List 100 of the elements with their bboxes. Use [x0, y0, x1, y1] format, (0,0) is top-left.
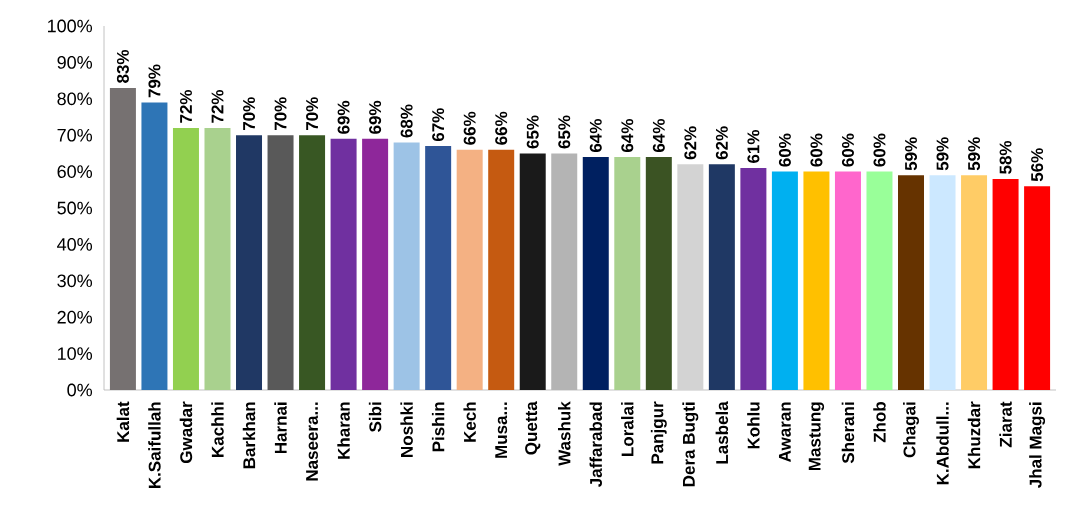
- y-tick-label: 90%: [57, 56, 93, 69]
- y-tick-label: 0%: [67, 383, 93, 397]
- data-label: 70%: [243, 97, 256, 131]
- bar: [803, 171, 830, 390]
- x-tick-label: Sherani: [841, 402, 855, 464]
- data-label: 60%: [778, 133, 791, 167]
- x-tick-label: Panjgur: [650, 401, 667, 464]
- data-label: 56%: [1031, 148, 1044, 182]
- data-label: 60%: [841, 133, 854, 167]
- bar: [299, 135, 326, 390]
- data-label: 61%: [747, 129, 760, 163]
- bar: [488, 149, 515, 390]
- bar: [929, 175, 956, 390]
- y-tick-label: 80%: [57, 92, 93, 106]
- x-tick-label: K.Abdull...: [936, 402, 949, 485]
- data-label: 83%: [116, 49, 129, 83]
- x-tick-label: Chagai: [903, 402, 919, 458]
- data-label: 59%: [905, 137, 918, 171]
- data-label: 68%: [400, 104, 413, 138]
- bar: [834, 171, 861, 390]
- bar: [614, 157, 641, 390]
- data-label: 67%: [432, 108, 445, 142]
- y-tick-label: 50%: [57, 201, 93, 215]
- data-label: 69%: [369, 100, 382, 134]
- bar: [109, 87, 136, 390]
- x-tick-label: Awaran: [778, 402, 791, 463]
- bar: [771, 171, 798, 390]
- x-tick-label: Washuk: [558, 401, 571, 466]
- x-tick-label: Harnai: [274, 402, 287, 454]
- y-tick-label: 40%: [57, 238, 93, 251]
- bar: [961, 175, 988, 390]
- x-tick-label: Ziarat: [999, 401, 1012, 448]
- bar: [1024, 186, 1051, 390]
- x-tick-label: Kohlu: [747, 402, 760, 449]
- bar: [582, 157, 609, 390]
- x-tick-label: Kech: [463, 402, 476, 442]
- y-tick-label: 100%: [48, 19, 93, 33]
- bar: [362, 138, 389, 390]
- data-label: 66%: [495, 111, 508, 145]
- x-tick-label: Kharan: [337, 402, 350, 459]
- x-tick-label: Jhal Magsi: [1029, 402, 1046, 488]
- data-label: 59%: [968, 137, 981, 171]
- x-tick-label: Dera Bugti: [682, 402, 699, 487]
- x-tick-label: Barkhan: [242, 402, 256, 469]
- x-tick-label: Khuzdar: [967, 401, 981, 469]
- x-tick-label: Naseera...: [306, 402, 318, 481]
- data-label: 65%: [558, 115, 571, 149]
- bar: [992, 178, 1019, 390]
- data-label: 66%: [463, 111, 476, 145]
- bar: [740, 167, 767, 390]
- x-tick-label: Kalat: [116, 401, 130, 442]
- bar: [708, 164, 735, 390]
- y-tick-label: 30%: [57, 274, 93, 288]
- data-label: 62%: [715, 126, 728, 160]
- y-tick-label: 70%: [57, 128, 93, 142]
- data-label: 64%: [589, 119, 602, 153]
- data-label: 65%: [526, 115, 539, 149]
- data-label: 64%: [652, 119, 665, 153]
- x-tick-label: Loralai: [621, 402, 634, 456]
- x-tick-label: Mastung: [808, 402, 825, 471]
- bar: [393, 142, 420, 390]
- x-tick-label: K.Saifullah: [148, 402, 161, 489]
- bar: [645, 157, 672, 390]
- bar: [204, 127, 231, 390]
- data-label: 58%: [999, 140, 1012, 174]
- data-label: 69%: [337, 100, 350, 134]
- x-tick-label: Sibi: [368, 402, 382, 432]
- data-label: 59%: [936, 137, 949, 171]
- bar: [898, 175, 925, 390]
- data-label: 62%: [684, 126, 697, 160]
- bar: [141, 102, 168, 390]
- data-label: 70%: [274, 97, 287, 131]
- data-label: 60%: [810, 133, 823, 167]
- data-label: 64%: [621, 119, 634, 153]
- x-tick-label: Zhob: [873, 402, 886, 443]
- bar: [519, 153, 546, 390]
- x-tick-label: Musa...: [495, 402, 508, 458]
- data-label: 79%: [148, 64, 161, 98]
- x-tick-label: Jaffarabad: [589, 402, 602, 488]
- bar: [267, 135, 294, 390]
- bar: [330, 138, 357, 390]
- bar: [425, 146, 452, 390]
- data-label: 72%: [211, 89, 224, 123]
- data-label: 70%: [306, 97, 319, 131]
- bar: [456, 149, 483, 390]
- data-label: 60%: [873, 133, 886, 167]
- x-tick-label: Pishin: [431, 402, 445, 452]
- bar: [866, 171, 893, 390]
- bar: [677, 164, 704, 390]
- y-tick-label: 60%: [57, 165, 93, 178]
- y-tick-label: 10%: [58, 347, 93, 360]
- bar: [172, 127, 199, 390]
- x-tick-label: Kachhi: [211, 402, 224, 457]
- data-label: 72%: [179, 89, 192, 123]
- y-tick-label: 20%: [57, 310, 93, 324]
- x-tick-label: Gwadar: [179, 401, 193, 463]
- x-tick-label: Lasbela: [715, 401, 729, 464]
- bar: [236, 135, 263, 390]
- x-tick-label: Noshki: [400, 402, 413, 457]
- x-tick-label: Quetta: [525, 401, 541, 455]
